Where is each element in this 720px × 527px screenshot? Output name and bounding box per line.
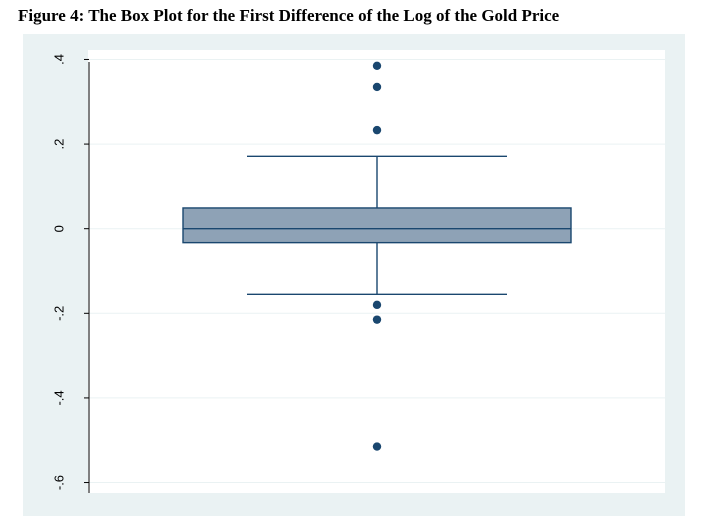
chart-area: -.6 -.4 -.2 0 .2 .4 [23,34,685,516]
interquartile-box [182,207,572,244]
y-axis: -.6 -.4 -.2 0 .2 .4 [52,54,90,493]
outlier-point [372,442,382,451]
figure-title: Figure 4: The Box Plot for the First Dif… [18,6,560,25]
box-plot [182,155,572,295]
outlier-point [372,82,382,92]
y-tick-label: 0 [52,225,67,232]
box-plot-chart: -.6 -.4 -.2 0 .2 .4 [52,50,665,493]
outlier-point [372,300,382,310]
y-tick-label: -.2 [52,306,67,321]
y-tick-label: .2 [52,139,67,150]
y-tick-label: -.4 [52,390,67,405]
y-tick-label: .4 [52,54,67,65]
y-tick-label: -.6 [52,475,67,490]
outlier-point [372,315,382,324]
outlier-point [372,125,382,135]
outliers [372,61,382,451]
outlier-point [372,61,382,71]
